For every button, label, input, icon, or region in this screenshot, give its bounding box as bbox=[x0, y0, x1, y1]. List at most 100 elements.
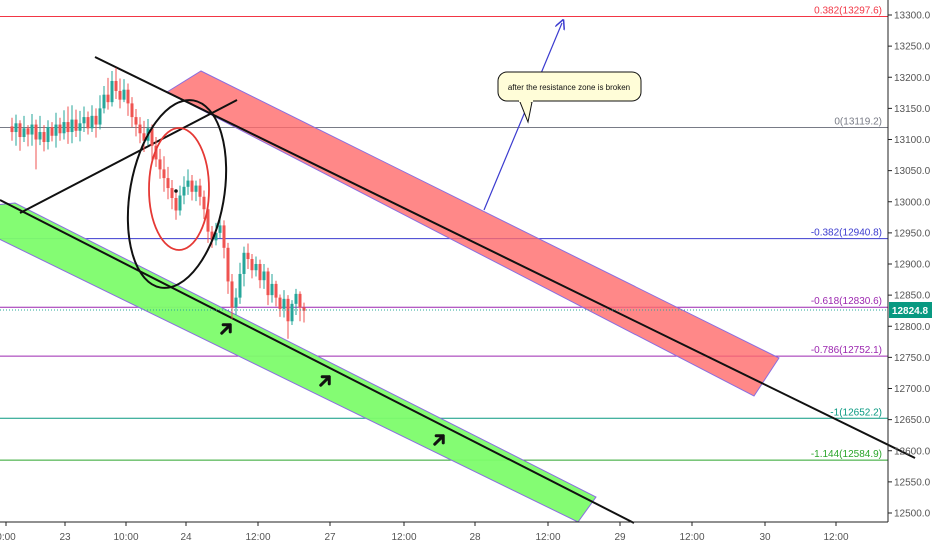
bounce-arrow-icon bbox=[433, 434, 445, 446]
candle-body bbox=[274, 283, 278, 298]
x-tick-label: 29 bbox=[614, 532, 626, 543]
black-circle-annotation[interactable] bbox=[114, 92, 240, 295]
fib-level-label: -1(12652.2) bbox=[830, 407, 882, 418]
x-tick-label: 30 bbox=[759, 532, 771, 543]
candle-body bbox=[130, 103, 134, 118]
candle-body bbox=[94, 115, 98, 125]
red-circle-annotation[interactable] bbox=[148, 127, 210, 251]
candle-body bbox=[106, 94, 110, 103]
candle-body bbox=[270, 283, 274, 296]
x-tick-label: 28 bbox=[469, 532, 481, 543]
y-tick-label: 12500.0 bbox=[894, 509, 931, 520]
y-axis[interactable]: 13300.0 13250.0 13200.0 13150.0 13100.0 13050… bbox=[888, 11, 931, 520]
candlesticks bbox=[10, 67, 306, 339]
candle-body bbox=[58, 124, 62, 134]
candle-body bbox=[50, 127, 54, 136]
candle-body bbox=[266, 271, 270, 296]
candle-body bbox=[158, 159, 162, 170]
candle-body bbox=[122, 89, 126, 100]
candle-body bbox=[234, 297, 238, 308]
candle-body bbox=[262, 271, 266, 281]
resistance-trendline[interactable] bbox=[94, 56, 916, 459]
candle-body bbox=[70, 119, 74, 133]
fib-level-label: -0.786(12752.1) bbox=[811, 345, 882, 356]
candle-body bbox=[118, 90, 122, 100]
x-tick-label: 12:00 bbox=[535, 532, 560, 543]
candle-body bbox=[38, 132, 42, 140]
y-tick-label: 12850.0 bbox=[894, 291, 931, 302]
drawing-shapes[interactable] bbox=[114, 23, 562, 296]
candle-body bbox=[278, 297, 282, 309]
fib-level-label: 0.382(13297.6) bbox=[814, 5, 882, 16]
resistance-zone[interactable] bbox=[165, 70, 780, 397]
axes bbox=[0, 0, 889, 523]
candle-body bbox=[294, 293, 298, 304]
y-tick-label: 12600.0 bbox=[894, 446, 931, 457]
y-tick-label: 12800.0 bbox=[894, 322, 931, 333]
candle-body bbox=[54, 124, 58, 136]
x-tick-label: 23 bbox=[59, 532, 71, 543]
candle-body bbox=[142, 133, 146, 141]
candle-body bbox=[126, 89, 130, 104]
candle-body bbox=[186, 180, 190, 187]
candle-body bbox=[74, 119, 78, 131]
candle-body bbox=[194, 185, 198, 192]
candle-body bbox=[198, 185, 202, 197]
x-tick-label: 0:00 bbox=[0, 532, 16, 543]
candle-body bbox=[150, 128, 154, 146]
candle-body bbox=[226, 247, 230, 282]
y-tick-label: 13000.0 bbox=[894, 197, 931, 208]
candle-body bbox=[162, 169, 166, 179]
candle-body bbox=[18, 123, 22, 138]
fib-level-label: -0.382(12940.8) bbox=[811, 228, 882, 239]
candle-body bbox=[250, 259, 254, 271]
candle-body bbox=[230, 281, 234, 308]
center-dot bbox=[174, 189, 178, 193]
x-axis[interactable]: 0:00 23 10:00 24 12:00 27 12:00 28 12:00 29 12:00 3… bbox=[0, 522, 849, 543]
candle-body bbox=[26, 128, 30, 135]
candle-body bbox=[46, 127, 50, 142]
candle-body bbox=[238, 273, 242, 298]
y-tick-label: 12750.0 bbox=[894, 353, 931, 364]
y-tick-label: 12550.0 bbox=[894, 477, 931, 488]
y-tick-label: 13100.0 bbox=[894, 135, 931, 146]
candle-body bbox=[98, 108, 102, 125]
breakout-arrow[interactable] bbox=[483, 23, 562, 211]
y-tick-label: 12700.0 bbox=[894, 384, 931, 395]
candle-body bbox=[30, 124, 34, 135]
bounce-arrows bbox=[220, 323, 445, 446]
candle-body bbox=[214, 232, 218, 241]
bounce-arrow-icon bbox=[319, 375, 331, 387]
y-tick-label: 12650.0 bbox=[894, 415, 931, 426]
candle-body bbox=[62, 122, 66, 134]
callout-note[interactable]: after the resistance zone is broken bbox=[497, 71, 642, 124]
candle-body bbox=[246, 252, 250, 260]
candle-body bbox=[258, 264, 262, 281]
candle-body bbox=[282, 298, 286, 309]
support-trendline[interactable] bbox=[0, 199, 635, 524]
candle-body bbox=[66, 122, 70, 133]
fib-level-label: -0.618(12830.6) bbox=[811, 296, 882, 307]
candle-body bbox=[42, 132, 46, 142]
fib-level-label: -1.144(12584.9) bbox=[811, 449, 882, 460]
x-tick-label: 24 bbox=[180, 532, 192, 543]
candle-body bbox=[290, 303, 294, 322]
candle-body bbox=[210, 231, 214, 241]
candle-body bbox=[242, 252, 246, 274]
current-price-label: 12824.8 bbox=[892, 306, 929, 317]
y-tick-label: 12950.0 bbox=[894, 228, 931, 239]
candle-body bbox=[302, 307, 306, 311]
y-tick-label: 13300.0 bbox=[894, 11, 931, 22]
x-tick-label: 12:00 bbox=[391, 532, 416, 543]
candle-body bbox=[22, 128, 26, 138]
callout-text: after the resistance zone is broken bbox=[508, 83, 630, 92]
candle-body bbox=[34, 124, 38, 140]
y-tick-label: 13200.0 bbox=[894, 73, 931, 84]
candle-body bbox=[134, 117, 138, 125]
candle-body bbox=[82, 117, 86, 124]
current-price-tag: 12824.8 bbox=[0, 302, 932, 318]
rising-trendline[interactable] bbox=[19, 99, 238, 214]
candle-body bbox=[14, 123, 18, 133]
y-tick-label: 13050.0 bbox=[894, 166, 931, 177]
